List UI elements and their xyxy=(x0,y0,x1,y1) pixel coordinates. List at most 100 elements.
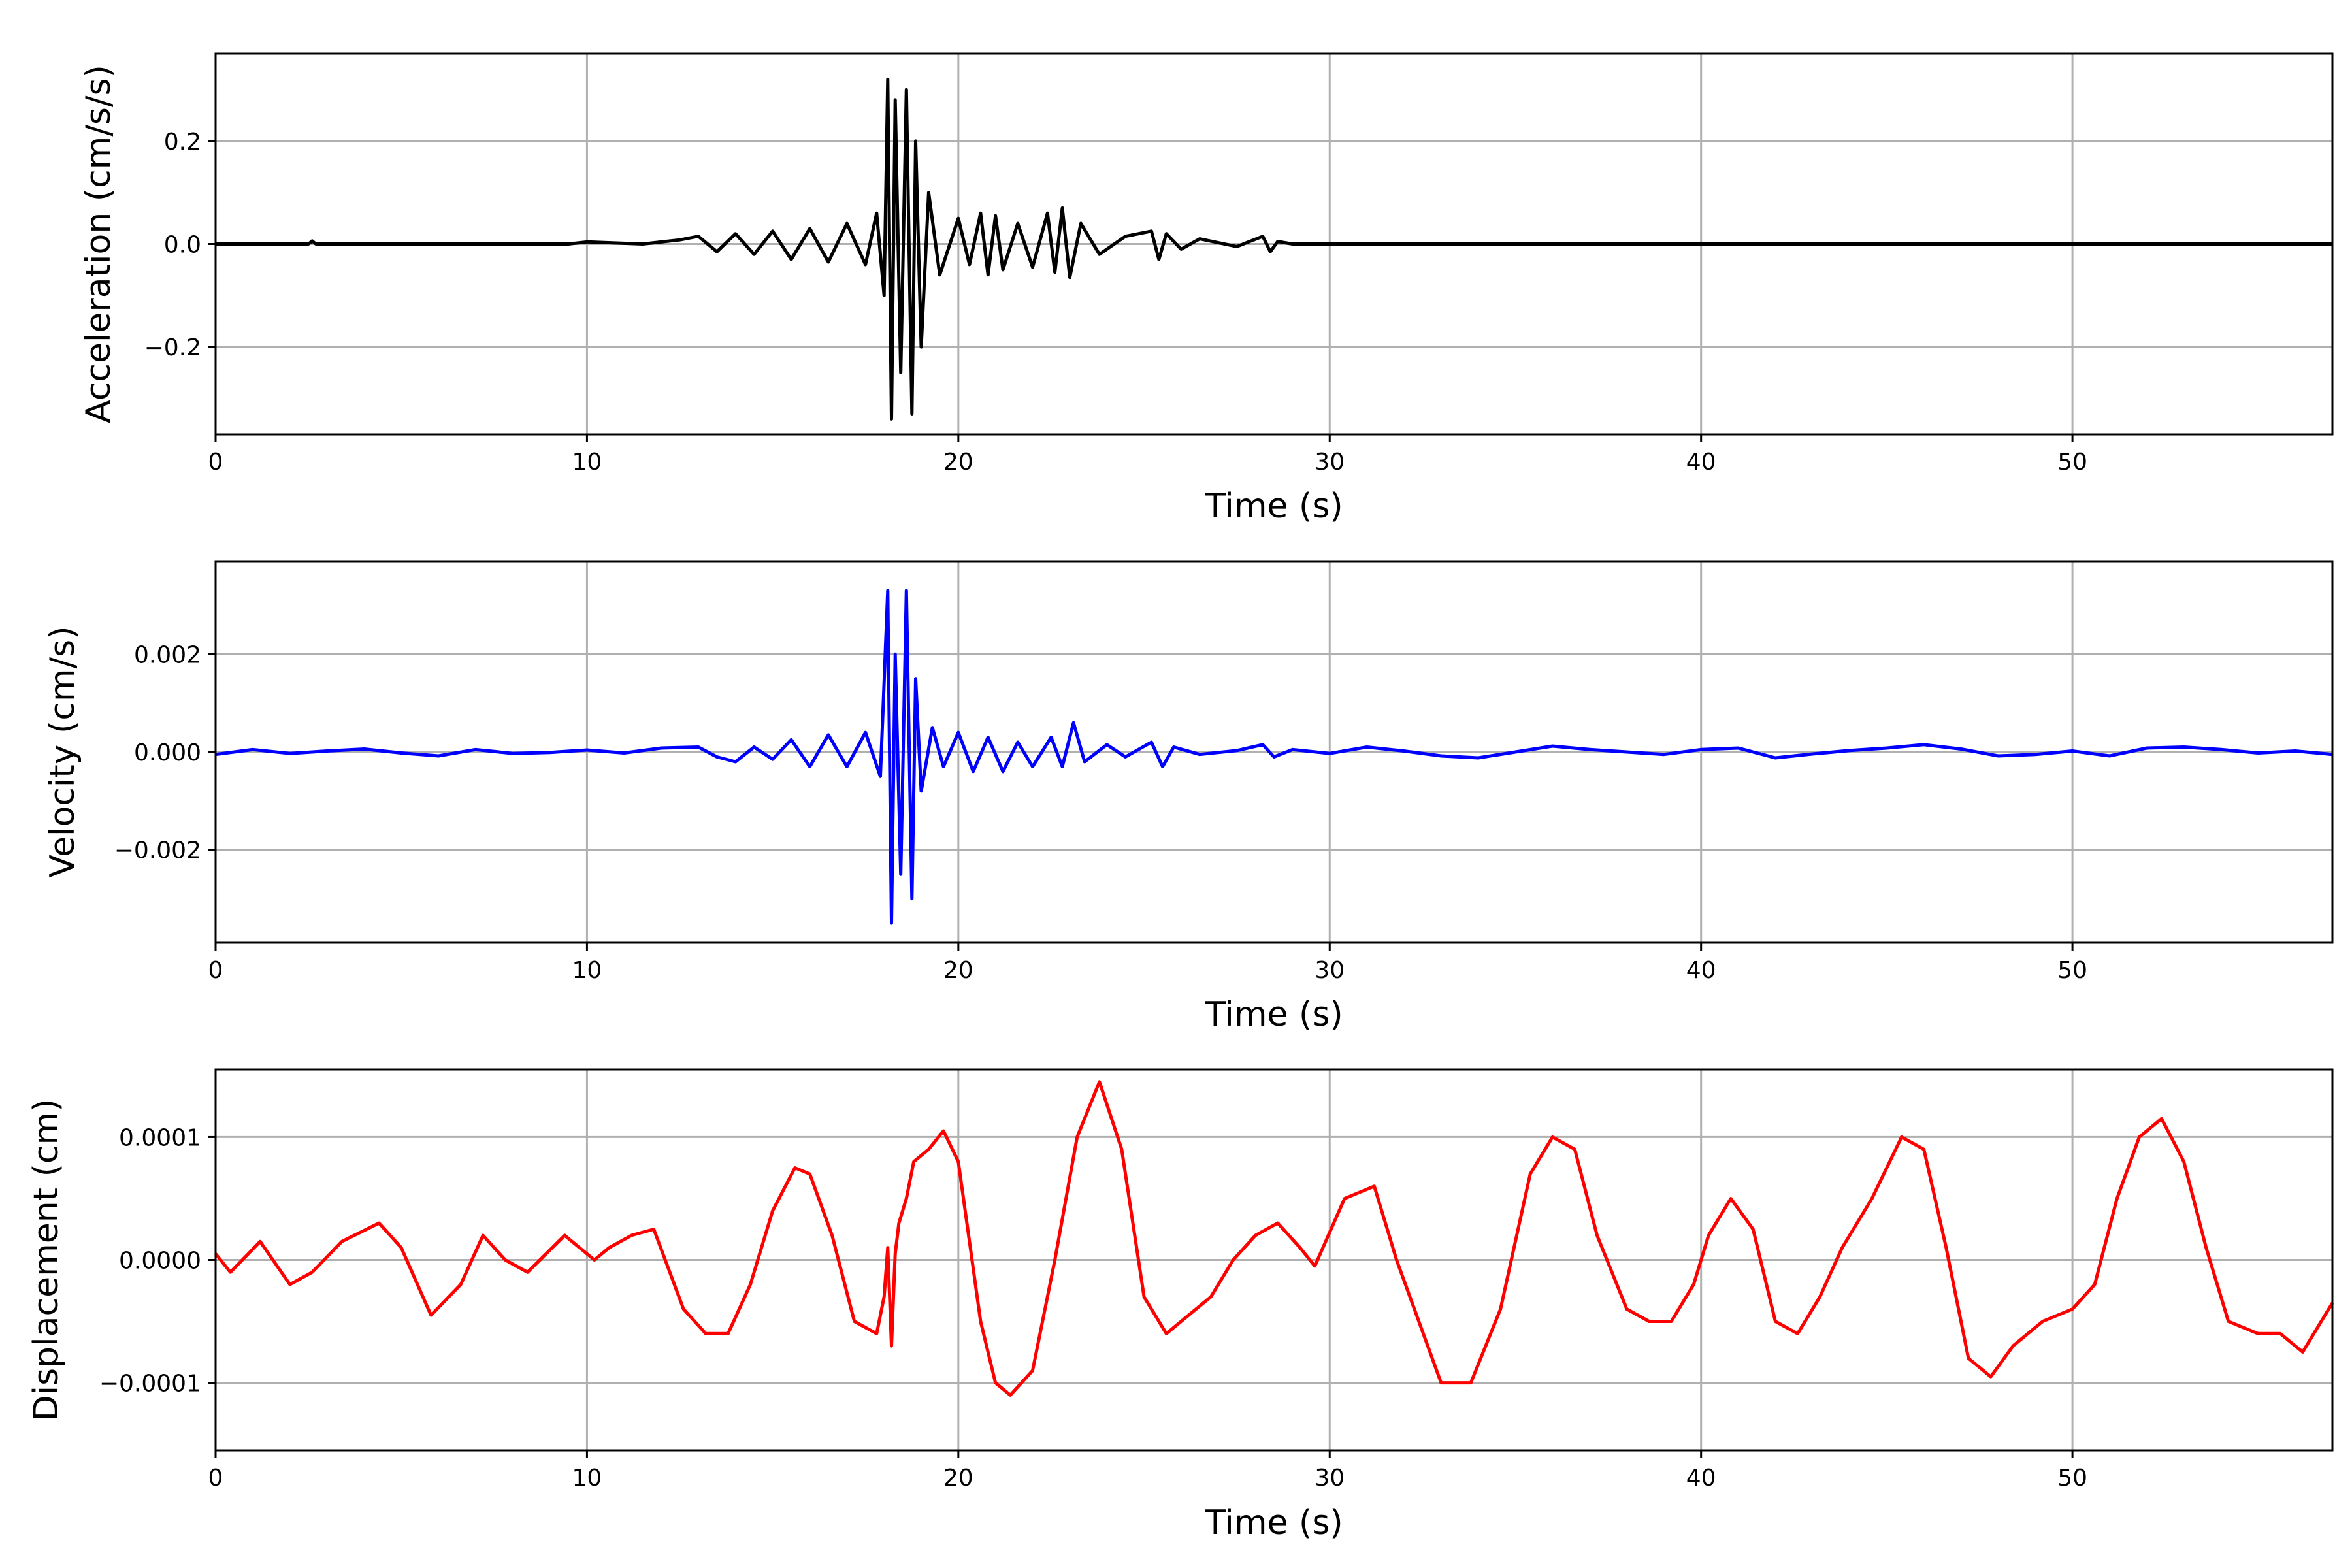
displacement-data-point xyxy=(1121,1149,1122,1150)
velocity-x-tick-label: 50 xyxy=(2057,957,2087,984)
velocity-x-tick-label: 40 xyxy=(1686,957,1716,984)
velocity-data-point xyxy=(1017,742,1018,743)
acceleration-y-tick-label: 0.0 xyxy=(164,232,201,259)
velocity-data-point xyxy=(1032,766,1033,767)
displacement-data-point xyxy=(2280,1333,2281,1334)
displacement-data-point xyxy=(653,1229,654,1230)
displacement-data-point xyxy=(750,1284,751,1285)
velocity-data-point xyxy=(2146,748,2147,749)
velocity-data-point xyxy=(943,766,944,767)
velocity-data-point xyxy=(1162,766,1163,767)
velocity-x-tick-label: 20 xyxy=(943,957,973,984)
displacement-data-point xyxy=(898,1223,899,1224)
velocity-data-point xyxy=(1151,742,1152,743)
velocity-y-tick-label: −0.002 xyxy=(114,838,201,864)
acceleration-data-point xyxy=(1125,236,1126,237)
velocity-data-point xyxy=(1923,744,1924,745)
velocity-data-point xyxy=(475,749,476,750)
velocity-data-point xyxy=(887,590,888,591)
displacement-data-point xyxy=(1797,1333,1798,1334)
velocity-panel: 0 10 20 30 40 50 −0.002 0.000 0.002 Time (s) Vel… xyxy=(43,560,2334,1034)
displacement-data-point xyxy=(401,1247,402,1248)
velocity-data-point xyxy=(900,874,901,875)
acceleration-data-point xyxy=(1158,259,1159,260)
displacement-x-tick-label: 0 xyxy=(208,1465,223,1492)
velocity-data-point xyxy=(549,752,550,753)
velocity-data-point xyxy=(1515,752,1516,753)
displacement-data-point xyxy=(1277,1223,1278,1224)
acceleration-data-point xyxy=(754,254,755,255)
velocity-data-point xyxy=(880,776,881,777)
acceleration-series-line xyxy=(216,77,2332,421)
velocity-y-tick-label: 0.000 xyxy=(134,740,201,766)
velocity-data-point xyxy=(911,898,912,899)
velocity-data-point xyxy=(772,759,773,760)
velocity-y-tick-label: 0.002 xyxy=(134,642,201,668)
displacement-data-point xyxy=(884,1296,885,1297)
acceleration-data-point xyxy=(900,372,901,373)
displacement-data-point xyxy=(1166,1333,1167,1334)
displacement-data-point xyxy=(809,1173,810,1174)
velocity-data-point xyxy=(1812,754,1813,755)
acceleration-x-tick-label: 20 xyxy=(943,449,973,476)
velocity-data-point xyxy=(289,753,290,754)
acceleration-data-point xyxy=(1017,223,1018,224)
displacement-data-point xyxy=(1671,1321,1672,1322)
acceleration-data-point xyxy=(884,295,885,296)
acceleration-x-tick-label: 0 xyxy=(208,449,223,476)
velocity-x-tick-label: 0 xyxy=(208,957,223,984)
displacement-data-point xyxy=(1010,1395,1011,1396)
displacement-data-point xyxy=(2258,1333,2259,1334)
acceleration-data-point xyxy=(1003,269,1004,270)
acceleration-y-axis-title: Acceleration (cm/s/s) xyxy=(79,65,118,423)
velocity-data-point xyxy=(1663,754,1664,755)
displacement-data-point xyxy=(1188,1315,1189,1316)
velocity-data-point xyxy=(1262,744,1263,745)
acceleration-y-tick-label: −0.2 xyxy=(144,335,201,361)
velocity-data-point xyxy=(2035,754,2036,755)
acceleration-data-point xyxy=(928,192,929,193)
displacement-data-point xyxy=(527,1272,528,1273)
velocity-data-point xyxy=(1886,748,1887,749)
acceleration-y-tick-label: 0.2 xyxy=(164,129,201,155)
acceleration-data-point xyxy=(1099,254,1100,255)
acceleration-data-point xyxy=(1277,241,1278,242)
displacement-data-point xyxy=(995,1382,996,1383)
displacement-data-point xyxy=(1530,1173,1531,1174)
displacement-y-tick-label: −0.0001 xyxy=(99,1371,201,1397)
acceleration-x-tick-label: 30 xyxy=(1315,449,1345,476)
acceleration-data-point xyxy=(921,347,922,348)
velocity-data-point xyxy=(661,748,662,749)
acceleration-data-point xyxy=(735,233,736,234)
velocity-data-point xyxy=(1292,749,1293,750)
velocity-data-point xyxy=(252,749,253,750)
acceleration-data-point xyxy=(876,213,877,214)
displacement-data-point xyxy=(289,1284,290,1285)
velocity-data-point xyxy=(915,678,916,679)
displacement-data-point xyxy=(1144,1296,1145,1297)
acceleration-x-tick-label: 50 xyxy=(2057,449,2087,476)
displacement-data-point xyxy=(1299,1247,1300,1248)
displacement-y-axis-title: Displacement (cm) xyxy=(27,1099,66,1422)
velocity-data-point xyxy=(1738,748,1739,749)
acceleration-data-point xyxy=(915,140,916,141)
velocity-data-point xyxy=(2109,756,2110,757)
velocity-data-point xyxy=(438,756,439,757)
displacement-data-point xyxy=(876,1333,877,1334)
acceleration-data-point xyxy=(791,259,792,260)
displacement-data-point xyxy=(906,1198,907,1199)
velocity-data-point xyxy=(895,654,896,655)
velocity-data-point xyxy=(865,732,866,733)
velocity-x-tick-label: 30 xyxy=(1315,957,1345,984)
displacement-data-point xyxy=(891,1346,892,1347)
displacement-data-point xyxy=(260,1241,261,1242)
velocity-data-point xyxy=(512,753,513,754)
displacement-data-point xyxy=(2013,1346,2014,1347)
displacement-data-point xyxy=(1032,1370,1033,1371)
velocity-data-point xyxy=(891,923,892,924)
displacement-y-tick-label: 0.0000 xyxy=(119,1248,201,1275)
displacement-series-line xyxy=(214,1080,2334,1397)
displacement-data-point xyxy=(2228,1321,2229,1322)
displacement-x-tick-label: 30 xyxy=(1315,1465,1345,1492)
